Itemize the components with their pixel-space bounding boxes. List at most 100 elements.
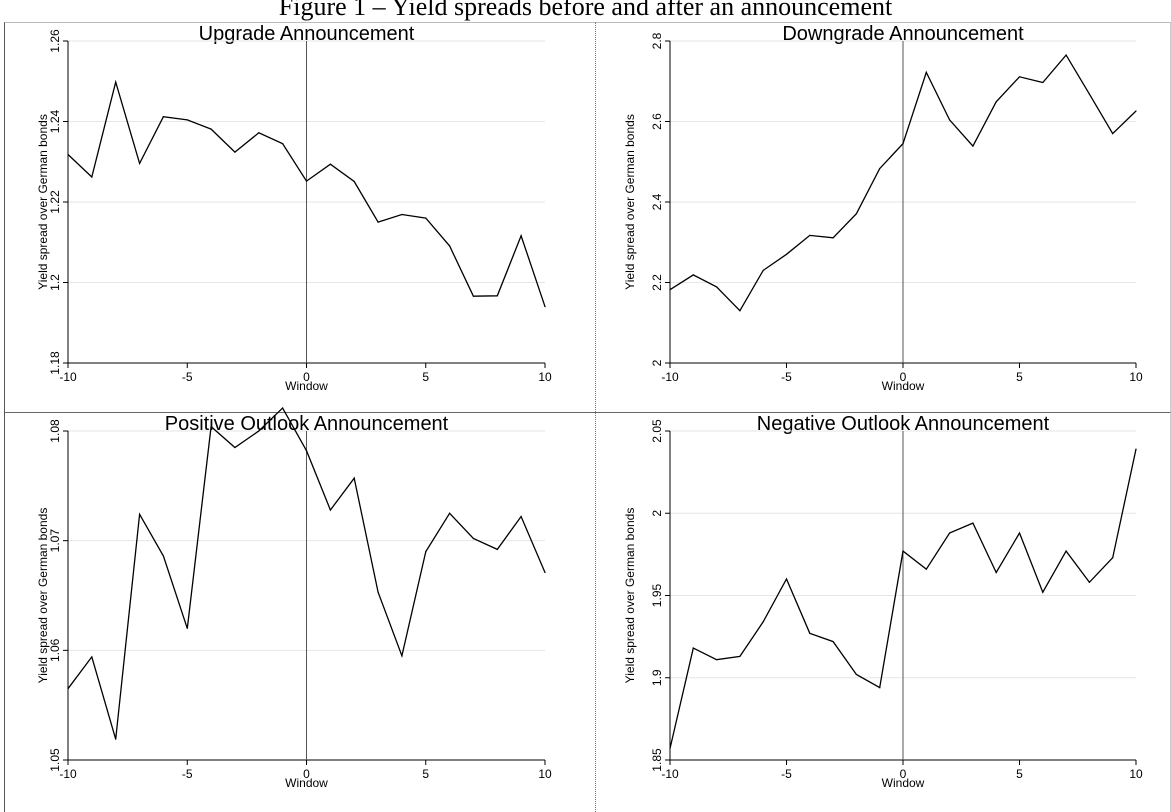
upgrade-y-tick-label: 1.18 bbox=[48, 351, 62, 375]
negative-outlook-y-tick-label: 2 bbox=[650, 510, 664, 517]
downgrade-data-point bbox=[692, 274, 694, 276]
positive-outlook-chart-title: Positive Outlook Announcement bbox=[165, 413, 449, 435]
upgrade-data-point bbox=[67, 153, 69, 156]
negative-outlook-data-point bbox=[785, 578, 788, 580]
positive-outlook-data-point bbox=[138, 513, 141, 515]
downgrade-chart: Downgrade Announcement 2 2.2 2.4 2.6 2.8 -10 -5… bbox=[623, 23, 1143, 393]
negative-outlook-data-point bbox=[902, 550, 904, 552]
negative-outlook-x-tick-label: 10 bbox=[1129, 767, 1143, 781]
downgrade-data-point bbox=[785, 253, 788, 255]
upgrade-panel: Upgrade Announcement 1.18 1.2 1.22 1.24 1.26 -… bbox=[4, 22, 596, 412]
negative-outlook-y-tick-label: 1.9 bbox=[650, 669, 664, 686]
downgrade-data-point bbox=[995, 101, 997, 103]
upgrade-x-tick-label: -5 bbox=[182, 370, 193, 384]
positive-outlook-data-point bbox=[282, 407, 284, 409]
negative-outlook-data-point bbox=[1088, 581, 1090, 583]
negative-outlook-panel: Negative Outlook Announcement 1.85 1.9 1.95… bbox=[596, 412, 1171, 812]
upgrade-data-point bbox=[282, 143, 284, 145]
upgrade-data-point bbox=[138, 162, 141, 164]
upgrade-data-point bbox=[353, 180, 355, 183]
positive-outlook-data-point bbox=[91, 656, 93, 658]
upgrade-data-point bbox=[377, 221, 379, 223]
negative-outlook-data-point bbox=[809, 632, 811, 634]
negative-outlook-data-point bbox=[762, 621, 764, 623]
upgrade-y-tick-label: 1.26 bbox=[48, 29, 62, 53]
downgrade-y-tick-label: 2.4 bbox=[650, 193, 664, 210]
upgrade-data-point bbox=[115, 81, 117, 83]
negative-outlook-chart: Negative Outlook Announcement 1.85 1.9 1.95… bbox=[623, 413, 1143, 790]
downgrade-data-point bbox=[716, 286, 718, 288]
negative-outlook-chart-title: Negative Outlook Announcement bbox=[757, 413, 1050, 435]
positive-outlook-x-tick-label: -5 bbox=[182, 767, 193, 781]
downgrade-data-point bbox=[949, 119, 951, 121]
positive-outlook-data-point bbox=[401, 655, 403, 657]
downgrade-x-tick-label: -10 bbox=[661, 370, 679, 384]
positive-outlook-data-point bbox=[329, 509, 331, 511]
upgrade-x-axis-label: Window bbox=[285, 379, 328, 393]
downgrade-data-point bbox=[1042, 81, 1044, 84]
positive-outlook-x-tick-label: 10 bbox=[538, 767, 552, 781]
negative-outlook-data-point bbox=[855, 673, 857, 676]
negative-outlook-data-point bbox=[972, 522, 974, 524]
negative-outlook-y-tick-label: 1.95 bbox=[650, 583, 664, 607]
downgrade-data-point bbox=[1065, 54, 1067, 56]
downgrade-x-tick-label: 10 bbox=[1129, 370, 1143, 384]
downgrade-data-point bbox=[762, 269, 764, 272]
positive-outlook-data-point bbox=[496, 548, 498, 551]
negative-outlook-data-point bbox=[925, 568, 927, 570]
upgrade-data-point bbox=[258, 132, 260, 134]
positive-outlook-data-point bbox=[162, 555, 164, 557]
positive-outlook-x-tick-label: 0 bbox=[303, 767, 310, 781]
upgrade-data-point bbox=[425, 217, 427, 219]
downgrade-data-point bbox=[902, 143, 904, 145]
positive-outlook-chart: Positive Outlook Announcement 1.05 1.06 1.0… bbox=[36, 406, 552, 790]
negative-outlook-data-point bbox=[716, 659, 718, 661]
upgrade-y-tick-label: 1.24 bbox=[48, 109, 62, 133]
upgrade-data-point bbox=[472, 295, 475, 297]
downgrade-y-tick-label: 2.6 bbox=[650, 113, 664, 130]
positive-outlook-data-point bbox=[234, 446, 236, 449]
upgrade-data-point bbox=[544, 306, 546, 308]
negative-outlook-x-tick-label: -5 bbox=[781, 767, 792, 781]
negative-outlook-x-tick-label: 0 bbox=[900, 767, 907, 781]
upgrade-data-point bbox=[520, 235, 522, 237]
negative-outlook-x-tick-label: -10 bbox=[661, 767, 679, 781]
downgrade-data-point bbox=[669, 289, 671, 291]
downgrade-data-point bbox=[1018, 76, 1021, 78]
positive-outlook-data-point bbox=[353, 477, 355, 479]
downgrade-panel: Downgrade Announcement 2 2.2 2.4 2.6 2.8 -10 -5… bbox=[596, 22, 1171, 412]
upgrade-x-tick-label: -10 bbox=[59, 370, 77, 384]
negative-outlook-y-tick-label: 2.05 bbox=[650, 419, 664, 443]
downgrade-data-point bbox=[879, 167, 881, 170]
downgrade-y-tick-label: 2.2 bbox=[650, 274, 664, 291]
negative-outlook-y-axis-label: Yield spread over German bonds bbox=[623, 508, 637, 684]
negative-outlook-data-point bbox=[949, 532, 951, 534]
positive-outlook-y-tick-label: 1.05 bbox=[48, 748, 62, 772]
positive-outlook-data-point bbox=[115, 738, 117, 740]
positive-outlook-data-point bbox=[210, 426, 212, 428]
positive-outlook-data-point bbox=[472, 537, 475, 540]
upgrade-data-point bbox=[329, 163, 331, 165]
negative-outlook-x-tick-label: 5 bbox=[1016, 767, 1023, 781]
negative-outlook-data-point bbox=[692, 647, 694, 649]
negative-outlook-data-point bbox=[669, 747, 671, 750]
upgrade-data-point bbox=[305, 180, 308, 182]
downgrade-data-point bbox=[1112, 132, 1114, 135]
upgrade-data-point bbox=[162, 116, 164, 118]
upgrade-x-tick-label: 10 bbox=[538, 370, 552, 384]
positive-outlook-data-point bbox=[186, 627, 188, 629]
upgrade-x-tick-label: 5 bbox=[422, 370, 429, 384]
negative-outlook-y-tick-label: 1.85 bbox=[650, 748, 664, 772]
upgrade-chart: Upgrade Announcement 1.18 1.2 1.22 1.24 1.26 -… bbox=[36, 23, 552, 393]
positive-outlook-y-axis-label: Yield spread over German bonds bbox=[36, 508, 50, 684]
downgrade-y-tick-label: 2 bbox=[650, 359, 664, 366]
upgrade-data-point bbox=[234, 151, 236, 153]
positive-outlook-y-tick-label: 1.08 bbox=[48, 419, 62, 443]
negative-outlook-x-axis-label: Window bbox=[882, 776, 925, 790]
positive-outlook-x-tick-label: -10 bbox=[59, 767, 77, 781]
upgrade-data-point bbox=[496, 295, 498, 297]
negative-outlook-data-point bbox=[1042, 591, 1044, 593]
positive-outlook-data-point bbox=[305, 450, 308, 452]
downgrade-chart-title: Downgrade Announcement bbox=[782, 23, 1024, 45]
negative-outlook-data-point bbox=[995, 571, 997, 574]
